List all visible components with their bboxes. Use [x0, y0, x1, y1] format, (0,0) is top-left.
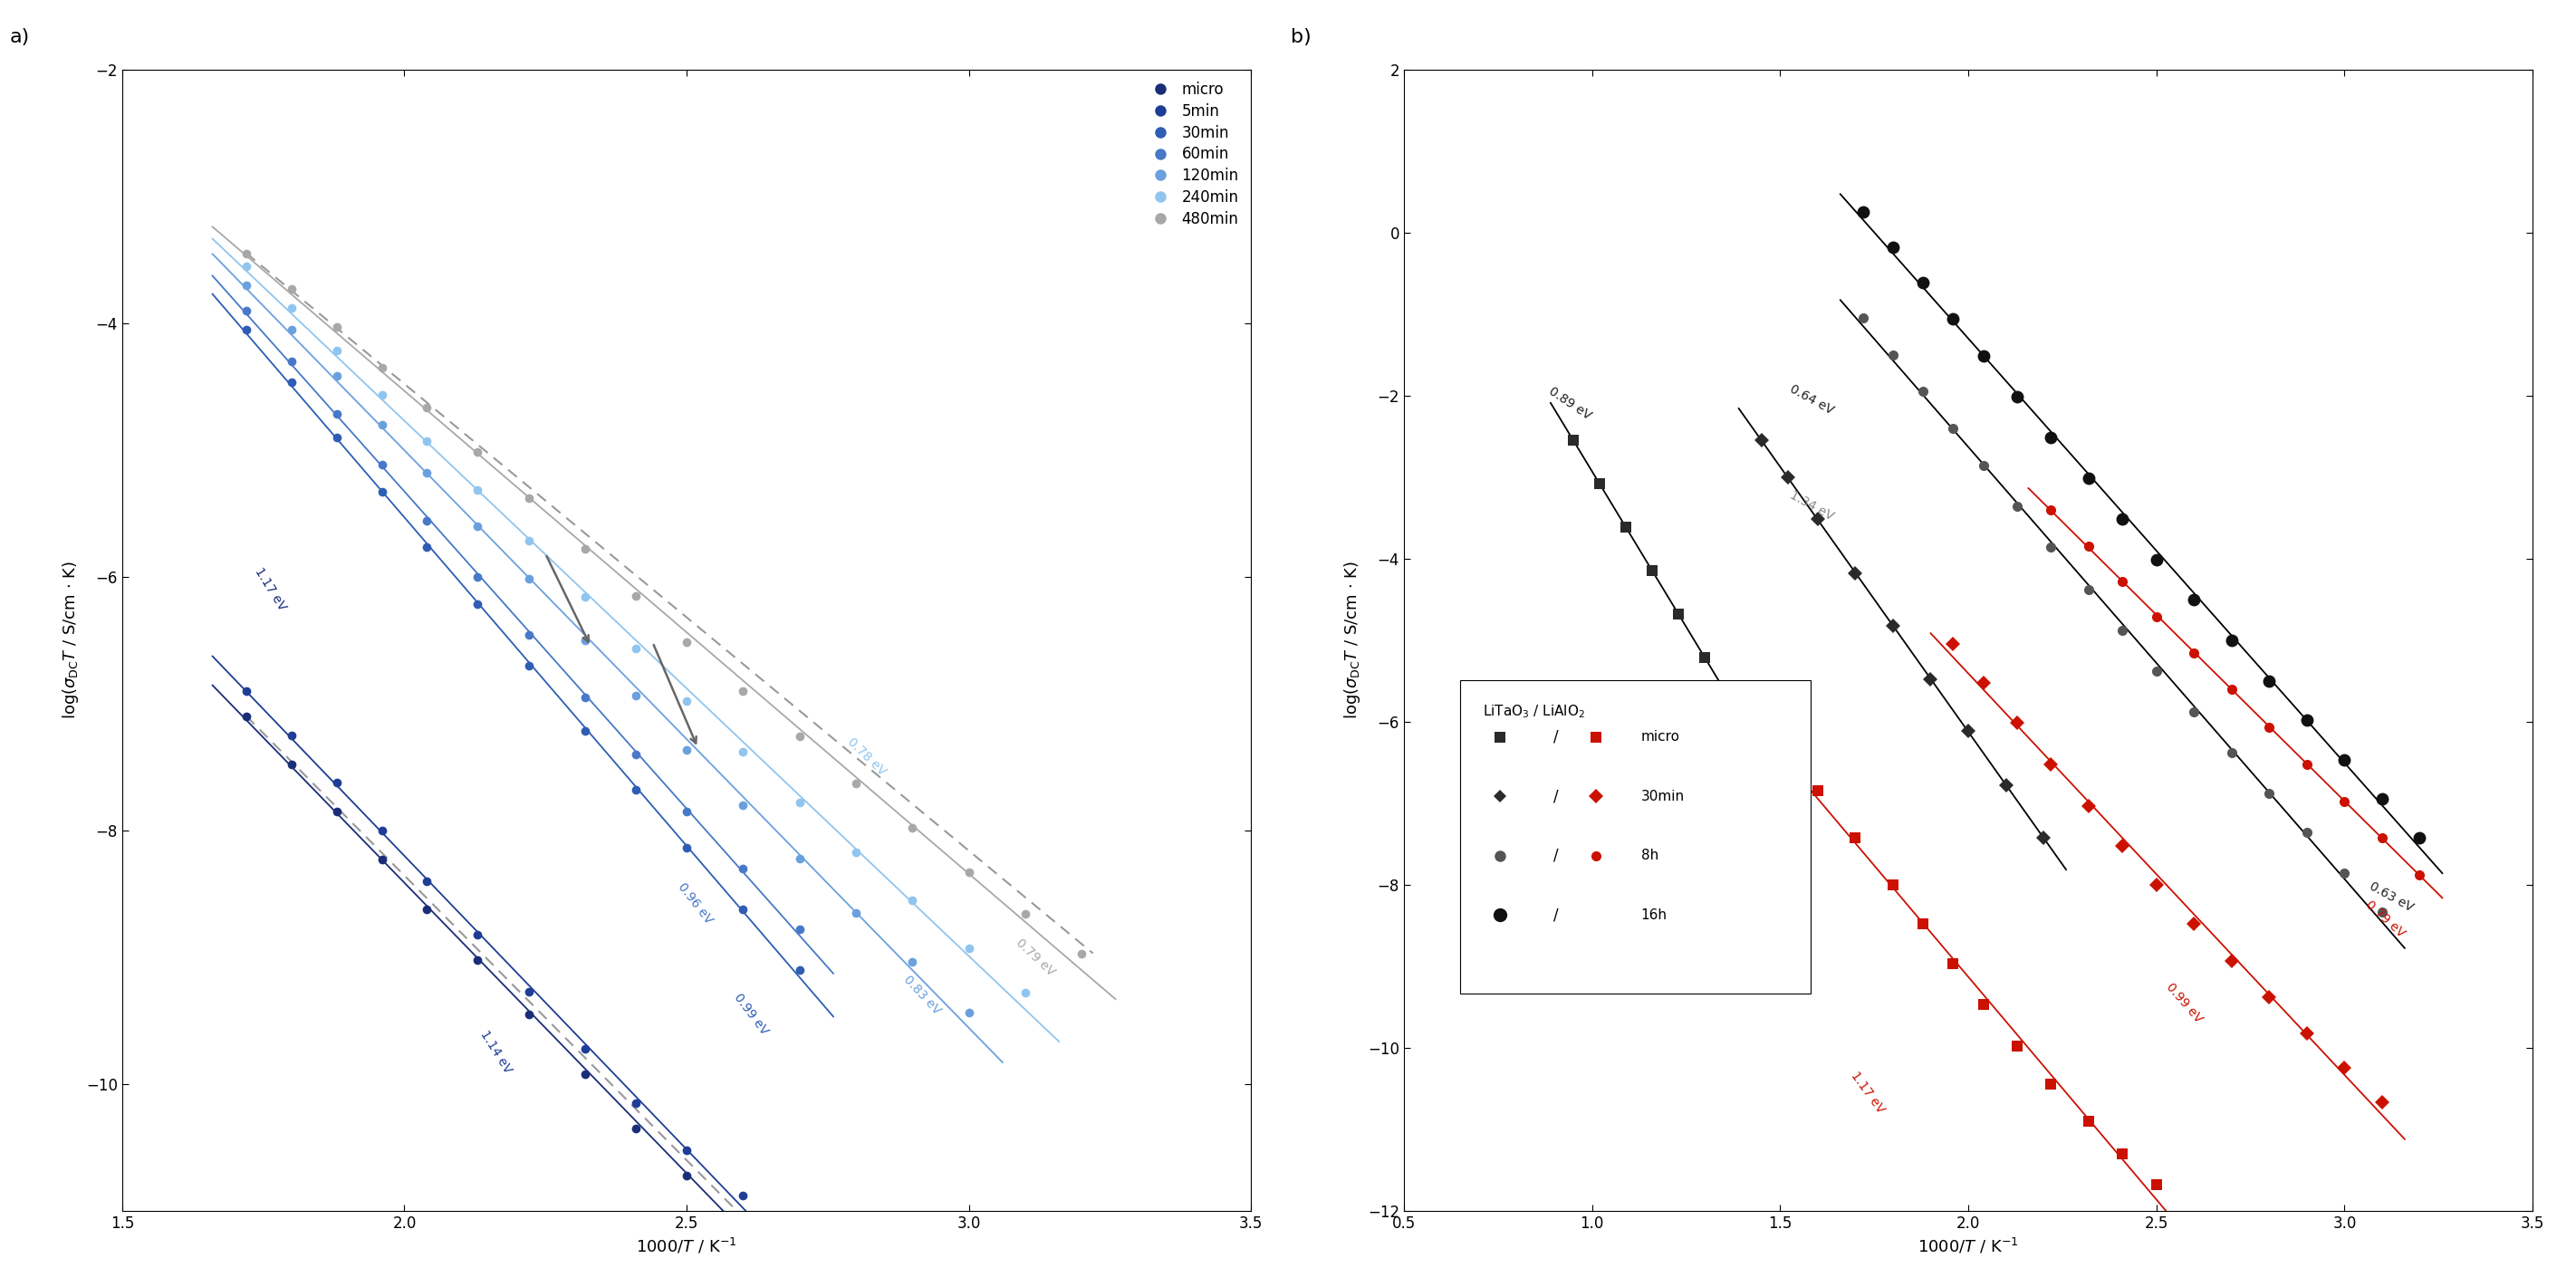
Text: 0.78 eV: 0.78 eV	[845, 735, 889, 777]
Text: 1.34 eV: 1.34 eV	[1788, 488, 1837, 523]
Text: 0.79 eV: 0.79 eV	[1015, 936, 1059, 978]
Y-axis label: log($\sigma_\mathrm{DC}T$ / S/cm · K): log($\sigma_\mathrm{DC}T$ / S/cm · K)	[62, 561, 80, 719]
Text: 1.17 eV: 1.17 eV	[252, 565, 289, 613]
Text: 8h: 8h	[1641, 849, 1659, 862]
Text: 0.83 eV: 0.83 eV	[902, 973, 943, 1017]
Text: 16h: 16h	[1641, 909, 1667, 921]
FancyBboxPatch shape	[1461, 680, 1811, 994]
Legend: micro, 5min, 30min, 60min, 120min, 240min, 480min: micro, 5min, 30min, 60min, 120min, 240mi…	[1141, 77, 1244, 232]
Text: 0.63 eV: 0.63 eV	[2367, 879, 2416, 914]
Text: 0.79 eV: 0.79 eV	[2362, 898, 2409, 940]
Text: /: /	[1553, 907, 1558, 923]
Text: 1.17 eV: 1.17 eV	[1847, 1069, 1886, 1116]
Text: 0.96 eV: 0.96 eV	[675, 880, 716, 927]
Text: LiTaO$_3$ / LiAlO$_2$: LiTaO$_3$ / LiAlO$_2$	[1484, 703, 1584, 719]
Y-axis label: log($\sigma_\mathrm{DC}T$ / S/cm · K): log($\sigma_\mathrm{DC}T$ / S/cm · K)	[1342, 561, 1363, 719]
Text: /: /	[1553, 848, 1558, 864]
X-axis label: 1000/$T$ / K$^{-1}$: 1000/$T$ / K$^{-1}$	[636, 1237, 737, 1256]
Text: 0.99 eV: 0.99 eV	[732, 991, 770, 1037]
X-axis label: 1000/$T$ / K$^{-1}$: 1000/$T$ / K$^{-1}$	[1917, 1237, 2020, 1256]
Text: a): a)	[10, 28, 28, 46]
Text: 0.89 eV: 0.89 eV	[1546, 385, 1595, 422]
Text: 1.14 eV: 1.14 eV	[477, 1028, 515, 1076]
Text: 0.64 eV: 0.64 eV	[1788, 382, 1837, 417]
Text: b): b)	[1291, 28, 1311, 46]
Text: 0.99 eV: 0.99 eV	[2164, 981, 2205, 1026]
Text: /: /	[1553, 788, 1558, 804]
Text: /: /	[1553, 728, 1558, 745]
Text: 30min: 30min	[1641, 790, 1685, 803]
Text: micro: micro	[1641, 730, 1680, 744]
